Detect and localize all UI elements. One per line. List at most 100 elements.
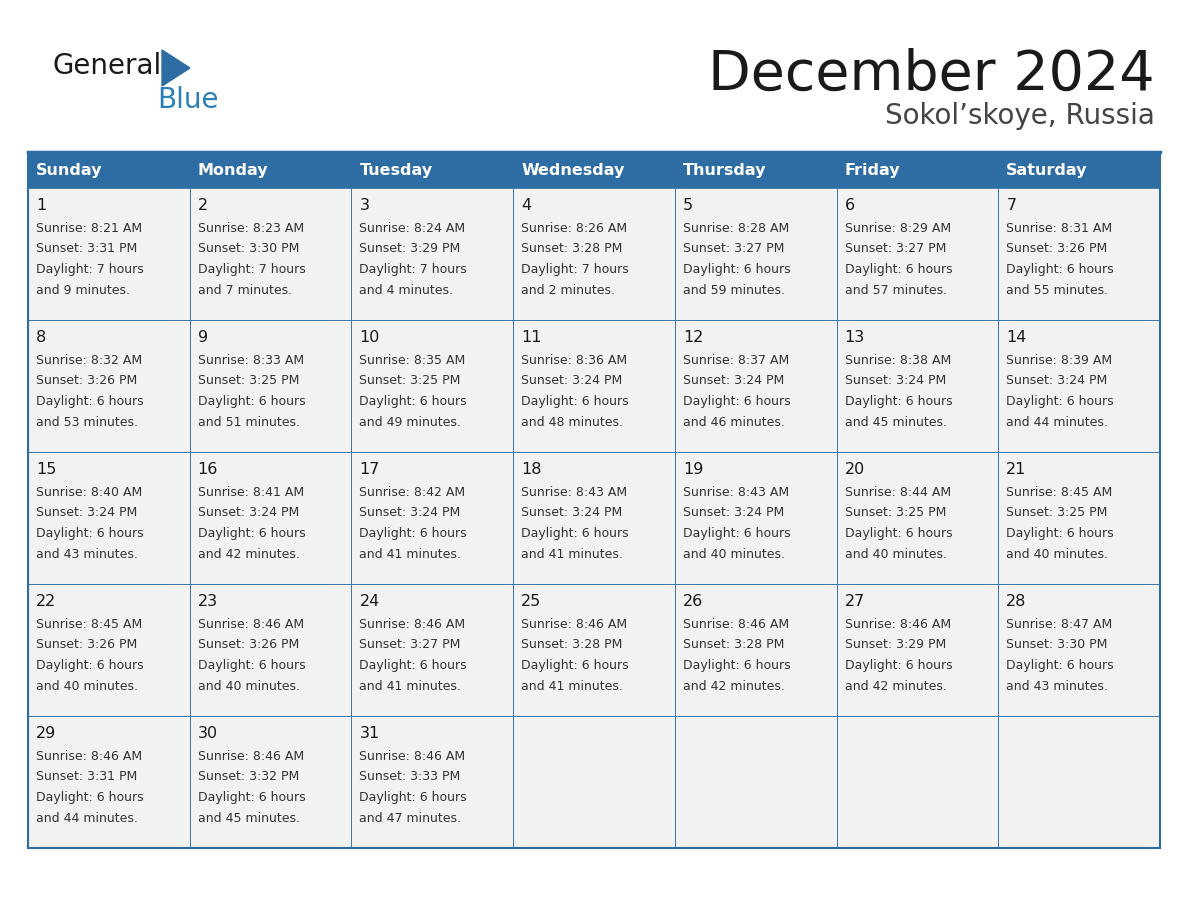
Bar [29, 188, 190, 320]
Text: and 43 minutes.: and 43 minutes. [1006, 679, 1108, 692]
Bar [513, 188, 675, 320]
Text: Sunrise: 8:29 AM: Sunrise: 8:29 AM [845, 222, 950, 235]
Text: Sunset: 3:26 PM: Sunset: 3:26 PM [36, 375, 138, 387]
Text: Thursday: Thursday [683, 162, 766, 177]
Text: 24: 24 [360, 594, 380, 609]
Text: 22: 22 [36, 594, 56, 609]
Text: Sunrise: 8:44 AM: Sunrise: 8:44 AM [845, 486, 950, 499]
Text: Sunrise: 8:23 AM: Sunrise: 8:23 AM [197, 222, 304, 235]
Text: Daylight: 6 hours: Daylight: 6 hours [845, 263, 953, 276]
Bar [836, 716, 998, 848]
Text: and 41 minutes.: and 41 minutes. [360, 547, 461, 561]
Text: and 9 minutes.: and 9 minutes. [36, 284, 129, 297]
Text: Sunrise: 8:42 AM: Sunrise: 8:42 AM [360, 486, 466, 499]
Text: Sunrise: 8:31 AM: Sunrise: 8:31 AM [1006, 222, 1112, 235]
Bar [29, 584, 190, 716]
Text: 29: 29 [36, 726, 56, 741]
Text: and 40 minutes.: and 40 minutes. [845, 547, 947, 561]
Text: Daylight: 6 hours: Daylight: 6 hours [683, 263, 790, 276]
Text: Sunrise: 8:28 AM: Sunrise: 8:28 AM [683, 222, 789, 235]
Bar [190, 452, 352, 584]
Text: Sunset: 3:29 PM: Sunset: 3:29 PM [845, 639, 946, 652]
Text: Sunrise: 8:46 AM: Sunrise: 8:46 AM [360, 618, 466, 631]
Bar [675, 716, 836, 848]
Text: Sunrise: 8:21 AM: Sunrise: 8:21 AM [36, 222, 143, 235]
Text: Daylight: 6 hours: Daylight: 6 hours [522, 395, 628, 408]
Text: Sunrise: 8:46 AM: Sunrise: 8:46 AM [845, 618, 950, 631]
Text: Daylight: 6 hours: Daylight: 6 hours [1006, 263, 1114, 276]
Bar [352, 320, 513, 452]
Text: Daylight: 6 hours: Daylight: 6 hours [197, 395, 305, 408]
Text: and 42 minutes.: and 42 minutes. [683, 679, 785, 692]
Text: 15: 15 [36, 462, 56, 477]
Text: 28: 28 [1006, 594, 1026, 609]
Text: Daylight: 6 hours: Daylight: 6 hours [360, 395, 467, 408]
Text: and 57 minutes.: and 57 minutes. [845, 284, 947, 297]
Text: and 46 minutes.: and 46 minutes. [683, 416, 785, 429]
Text: and 7 minutes.: and 7 minutes. [197, 284, 292, 297]
Bar [29, 152, 1159, 188]
Text: Daylight: 6 hours: Daylight: 6 hours [197, 527, 305, 540]
Text: Sunset: 3:26 PM: Sunset: 3:26 PM [197, 639, 299, 652]
Text: Daylight: 7 hours: Daylight: 7 hours [360, 263, 467, 276]
Text: Daylight: 6 hours: Daylight: 6 hours [683, 659, 790, 672]
Text: Sunset: 3:30 PM: Sunset: 3:30 PM [197, 242, 299, 255]
Text: Wednesday: Wednesday [522, 162, 625, 177]
Text: Sunrise: 8:46 AM: Sunrise: 8:46 AM [197, 618, 304, 631]
Text: and 45 minutes.: and 45 minutes. [845, 416, 947, 429]
Text: Sunset: 3:30 PM: Sunset: 3:30 PM [1006, 639, 1107, 652]
Text: 5: 5 [683, 198, 693, 213]
Text: and 43 minutes.: and 43 minutes. [36, 547, 138, 561]
Text: 11: 11 [522, 330, 542, 345]
Text: Sunset: 3:28 PM: Sunset: 3:28 PM [683, 639, 784, 652]
Text: 8: 8 [36, 330, 46, 345]
Bar [998, 452, 1159, 584]
Text: and 55 minutes.: and 55 minutes. [1006, 284, 1108, 297]
Text: Sunset: 3:26 PM: Sunset: 3:26 PM [36, 639, 138, 652]
Text: and 44 minutes.: and 44 minutes. [1006, 416, 1108, 429]
Bar [29, 452, 190, 584]
Text: Daylight: 6 hours: Daylight: 6 hours [683, 395, 790, 408]
Text: Daylight: 6 hours: Daylight: 6 hours [197, 659, 305, 672]
Text: 18: 18 [522, 462, 542, 477]
Text: Daylight: 6 hours: Daylight: 6 hours [360, 527, 467, 540]
Bar [513, 584, 675, 716]
Text: 6: 6 [845, 198, 854, 213]
Text: and 44 minutes.: and 44 minutes. [36, 812, 138, 824]
Text: Sunset: 3:24 PM: Sunset: 3:24 PM [360, 507, 461, 520]
Text: and 40 minutes.: and 40 minutes. [36, 679, 138, 692]
Text: 27: 27 [845, 594, 865, 609]
Text: Sunset: 3:25 PM: Sunset: 3:25 PM [197, 375, 299, 387]
Text: 3: 3 [360, 198, 369, 213]
Text: Daylight: 7 hours: Daylight: 7 hours [197, 263, 305, 276]
Text: 13: 13 [845, 330, 865, 345]
Text: 12: 12 [683, 330, 703, 345]
Text: Daylight: 6 hours: Daylight: 6 hours [197, 791, 305, 804]
Text: 25: 25 [522, 594, 542, 609]
Text: Sunrise: 8:38 AM: Sunrise: 8:38 AM [845, 354, 950, 367]
Text: Daylight: 6 hours: Daylight: 6 hours [845, 659, 953, 672]
Text: Sunset: 3:33 PM: Sunset: 3:33 PM [360, 770, 461, 783]
Text: Saturday: Saturday [1006, 162, 1088, 177]
Bar [352, 188, 513, 320]
Text: and 47 minutes.: and 47 minutes. [360, 812, 461, 824]
Text: Daylight: 6 hours: Daylight: 6 hours [36, 395, 144, 408]
Text: Sunrise: 8:46 AM: Sunrise: 8:46 AM [360, 750, 466, 763]
Polygon shape [162, 50, 190, 86]
Text: Sunset: 3:24 PM: Sunset: 3:24 PM [1006, 375, 1107, 387]
Bar [190, 320, 352, 452]
Bar [29, 716, 190, 848]
Text: Sunset: 3:25 PM: Sunset: 3:25 PM [1006, 507, 1107, 520]
Text: Sunset: 3:24 PM: Sunset: 3:24 PM [197, 507, 299, 520]
Text: Sunset: 3:27 PM: Sunset: 3:27 PM [845, 242, 946, 255]
Bar [998, 584, 1159, 716]
Text: General: General [52, 52, 162, 80]
Text: and 48 minutes.: and 48 minutes. [522, 416, 624, 429]
Text: 30: 30 [197, 726, 217, 741]
Text: and 53 minutes.: and 53 minutes. [36, 416, 138, 429]
Text: and 42 minutes.: and 42 minutes. [197, 547, 299, 561]
Bar [190, 584, 352, 716]
Text: Sunrise: 8:46 AM: Sunrise: 8:46 AM [36, 750, 143, 763]
Text: Sunset: 3:25 PM: Sunset: 3:25 PM [360, 375, 461, 387]
Bar [29, 320, 190, 452]
